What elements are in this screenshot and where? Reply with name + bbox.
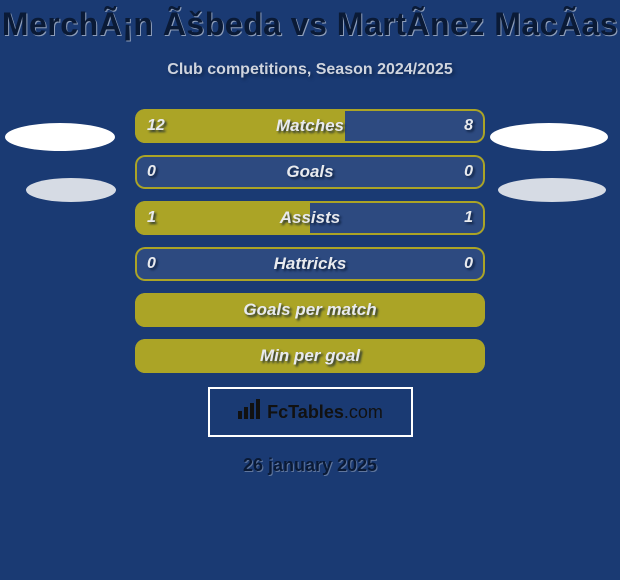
page-title: MerchÃ¡n Ãšbeda vs MartÃ­nez MacÃ­as	[0, 6, 620, 43]
bar-label: Goals	[135, 155, 485, 189]
bar-label: Hattricks	[135, 247, 485, 281]
chart-icon	[237, 399, 261, 425]
player-ellipse-3	[498, 178, 606, 202]
logo-text-light: .com	[344, 402, 383, 422]
date: 26 january 2025	[0, 455, 620, 476]
bar-label: Matches	[135, 109, 485, 143]
stat-bar-assists: 11Assists	[135, 201, 485, 235]
stat-bar-min-per-goal: Min per goal	[135, 339, 485, 373]
stat-bar-goals-per-match: Goals per match	[135, 293, 485, 327]
subtitle: Club competitions, Season 2024/2025	[0, 61, 620, 79]
logo-text: FcTables.com	[267, 402, 383, 423]
comparison-infographic: MerchÃ¡n Ãšbeda vs MartÃ­nez MacÃ­as Clu…	[0, 0, 620, 580]
bar-label: Assists	[135, 201, 485, 235]
logo-text-bold: FcTables	[267, 402, 344, 422]
stat-bar-goals: 00Goals	[135, 155, 485, 189]
stat-bar-matches: 128Matches	[135, 109, 485, 143]
player-ellipse-1	[490, 123, 608, 151]
bar-label: Goals per match	[135, 293, 485, 327]
bar-label: Min per goal	[135, 339, 485, 373]
stat-bar-hattricks: 00Hattricks	[135, 247, 485, 281]
logo-box: FcTables.com	[208, 387, 413, 437]
player-ellipse-0	[5, 123, 115, 151]
player-ellipse-2	[26, 178, 116, 202]
